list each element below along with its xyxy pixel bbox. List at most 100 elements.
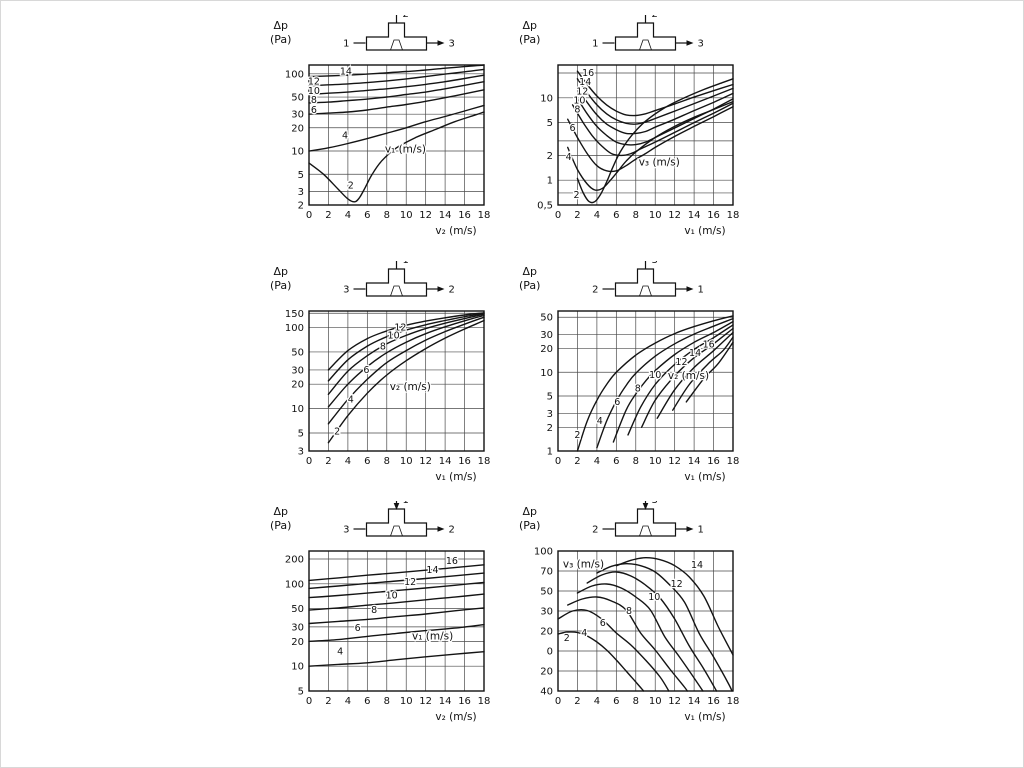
y-tick-label: 5 bbox=[298, 687, 304, 698]
tee-top-label: 3 bbox=[652, 501, 658, 506]
y-tick-label: 50 bbox=[291, 93, 304, 104]
curve-label: 10 bbox=[386, 591, 398, 602]
x-tick-label: 18 bbox=[478, 210, 491, 221]
x-tick-label: 4 bbox=[345, 696, 351, 707]
x-tick-label: 10 bbox=[649, 696, 662, 707]
tee-right-arrowhead-icon bbox=[686, 40, 694, 46]
x-tick-label: 18 bbox=[727, 696, 740, 707]
y-tick-label: 50 bbox=[540, 313, 553, 324]
curve-v6 bbox=[567, 106, 734, 173]
curve-v10 bbox=[576, 97, 734, 146]
x-tick-label: 16 bbox=[707, 696, 720, 707]
curve-label: 12 bbox=[671, 579, 683, 590]
x-tick-label: 8 bbox=[384, 456, 390, 467]
tee-right-arrowhead-icon bbox=[686, 286, 694, 292]
tee-top-arrowhead-icon bbox=[393, 503, 400, 510]
x-tick-label: 16 bbox=[707, 456, 720, 467]
y-axis-title: Δp (Pa) bbox=[519, 265, 541, 293]
x-tick-label: 2 bbox=[574, 696, 580, 707]
curve-label: 10 bbox=[308, 86, 320, 97]
y-tick-label: 2 bbox=[547, 423, 553, 434]
tee-top-label: 1 bbox=[403, 501, 409, 506]
chart-tee-6: Δp (Pa) 0 2 4 6 8 10 12 14 16 18 100 70 50 30 20 0 20 40 2… bbox=[513, 501, 748, 741]
curve-label: 16 bbox=[582, 68, 594, 79]
tee-branch-detail bbox=[639, 285, 652, 297]
inner-axis-label: v₂ (m/s) bbox=[390, 381, 431, 393]
x-tick-label: 14 bbox=[439, 210, 452, 221]
curve-v16 bbox=[308, 564, 485, 582]
curve-v4 bbox=[327, 316, 485, 425]
tee-left-label: 3 bbox=[343, 525, 349, 536]
curve-v14 bbox=[615, 556, 734, 656]
tee-branch-detail bbox=[390, 39, 403, 51]
tee-duct-outline bbox=[365, 268, 428, 297]
curve-v2 bbox=[576, 315, 734, 452]
x-tick-label: 6 bbox=[613, 696, 619, 707]
chart-tee-4: Δp (Pa) 0 2 4 6 8 10 12 14 16 18 50 30 20 10 5 3 2 1 2 4 6 8 1… bbox=[513, 261, 748, 501]
curve-label: 8 bbox=[626, 606, 632, 617]
curve-label: 8 bbox=[574, 105, 580, 116]
curve-label: 12 bbox=[394, 323, 406, 334]
x-tick-label: 18 bbox=[727, 210, 740, 221]
x-axis-title: v₁ (m/s) bbox=[684, 711, 725, 723]
curve-v4 bbox=[308, 651, 485, 667]
y-axis-title: Δp (Pa) bbox=[270, 265, 292, 293]
x-tick-label: 10 bbox=[649, 456, 662, 467]
y-tick-label: 10 bbox=[291, 662, 304, 673]
y-tick-label: 3 bbox=[547, 409, 553, 420]
tee-left-label: 2 bbox=[592, 525, 598, 536]
x-tick-label: 0 bbox=[555, 456, 561, 467]
tee-top-label: 2 bbox=[652, 15, 658, 20]
x-tick-label: 0 bbox=[306, 696, 312, 707]
x-tick-label: 14 bbox=[688, 456, 701, 467]
tee-right-label: 3 bbox=[449, 39, 455, 50]
x-tick-label: 12 bbox=[419, 210, 432, 221]
chart-tee-3-plot: 0 2 4 6 8 10 12 14 16 18150100503020105312108642v… bbox=[285, 261, 491, 484]
x-tick-label: 2 bbox=[574, 210, 580, 221]
x-tick-label: 12 bbox=[668, 210, 681, 221]
tee-right-arrowhead-icon bbox=[437, 526, 445, 532]
x-tick-label: 6 bbox=[364, 456, 370, 467]
x-tick-label: 8 bbox=[633, 210, 639, 221]
y-tick-label: 50 bbox=[291, 347, 304, 358]
curve-v4 bbox=[308, 104, 485, 152]
x-tick-label: 2 bbox=[325, 696, 331, 707]
plot-border bbox=[557, 550, 734, 692]
curve-v16 bbox=[576, 70, 734, 117]
plot-border bbox=[557, 310, 734, 452]
curve-label: 4 bbox=[597, 416, 603, 427]
plot-border bbox=[308, 310, 485, 452]
y-tick-label: 20 bbox=[291, 380, 304, 391]
tee-top-label: 2 bbox=[403, 15, 409, 20]
curve-v6 bbox=[567, 596, 688, 692]
x-tick-label: 8 bbox=[633, 456, 639, 467]
curve-v8 bbox=[571, 102, 734, 157]
x-tick-label: 4 bbox=[594, 210, 600, 221]
curve-v14 bbox=[308, 64, 485, 78]
x-tick-label: 4 bbox=[594, 696, 600, 707]
x-tick-label: 0 bbox=[555, 210, 561, 221]
curve-v8 bbox=[576, 583, 704, 692]
y-tick-label: 100 bbox=[285, 69, 304, 80]
x-tick-label: 10 bbox=[649, 210, 662, 221]
curve-label: 12 bbox=[576, 86, 588, 97]
x-tick-label: 12 bbox=[668, 696, 681, 707]
curve-v2 bbox=[308, 111, 485, 203]
tee-duct-outline bbox=[365, 508, 428, 537]
curve-label: 16 bbox=[703, 340, 715, 351]
x-tick-label: 12 bbox=[419, 696, 432, 707]
curve-v8 bbox=[308, 607, 485, 625]
tee-branch-detail bbox=[390, 285, 403, 297]
curve-label: 4 bbox=[342, 130, 348, 141]
curve-label: 8 bbox=[380, 342, 386, 353]
tee-duct-outline bbox=[365, 22, 428, 51]
plot-border bbox=[308, 550, 485, 692]
curve-v12 bbox=[327, 312, 485, 371]
curve-label: 10 bbox=[649, 370, 661, 381]
y-tick-label: 30 bbox=[291, 110, 304, 121]
curve-label: 12 bbox=[404, 577, 416, 588]
y-tick-label: 100 bbox=[285, 579, 304, 590]
x-tick-label: 18 bbox=[478, 456, 491, 467]
